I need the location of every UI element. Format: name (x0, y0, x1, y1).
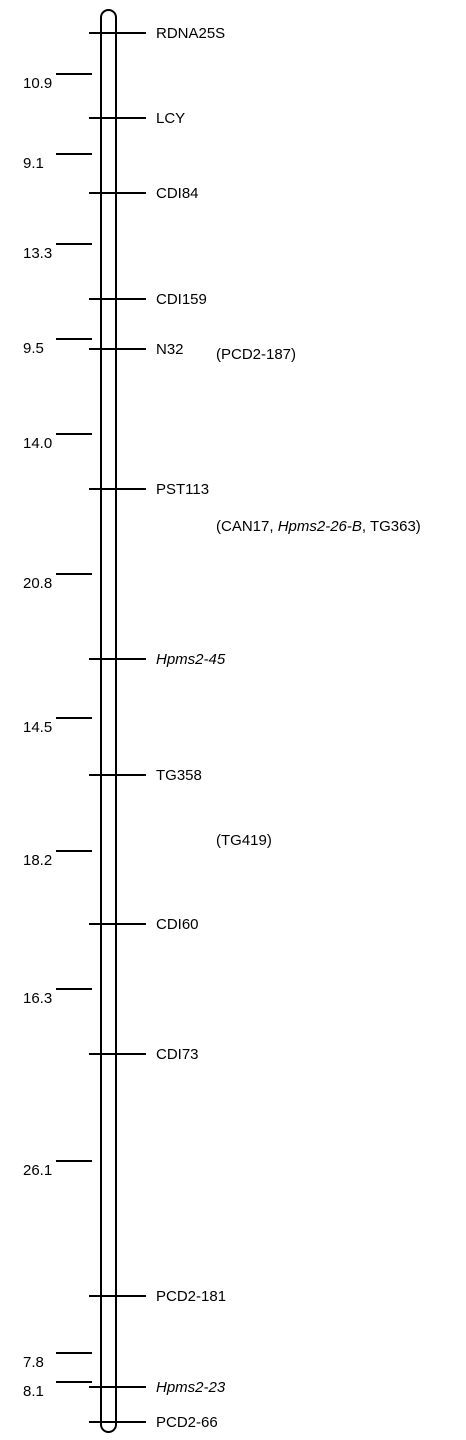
unplaced-marker-group: (PCD2-187) (216, 346, 296, 363)
interval: 9.1 (23, 153, 92, 172)
marker-label: CDI73 (156, 1046, 199, 1063)
marker: PCD2-181 (89, 1288, 226, 1305)
marker-label: CDI60 (156, 916, 199, 933)
interval: 26.1 (23, 1160, 92, 1179)
interval: 14.0 (23, 433, 92, 452)
marker-label: RDNA25S (156, 25, 225, 42)
unplaced-marker-group: (TG419) (216, 832, 272, 849)
marker: TG358 (89, 767, 202, 784)
interval: 7.8 (23, 1352, 92, 1371)
interval-distance-label: 8.1 (23, 1383, 44, 1400)
marker-label: CDI159 (156, 291, 207, 308)
marker: CDI60 (89, 916, 199, 933)
interval: 20.8 (23, 573, 92, 592)
marker-label: TG358 (156, 767, 202, 784)
marker-label: PCD2-66 (156, 1414, 218, 1431)
interval: 8.1 (23, 1381, 92, 1400)
marker: CDI84 (89, 185, 199, 202)
unplaced-marker-text: (PCD2-187) (216, 346, 296, 363)
marker-label: LCY (156, 110, 185, 127)
interval-distance-label: 9.1 (23, 155, 44, 172)
interval-distance-label: 7.8 (23, 1354, 44, 1371)
unplaced-marker-text: , TG363) (362, 518, 421, 535)
marker-label: N32 (156, 341, 184, 358)
unplaced-marker-group: (CAN17, Hpms2-26-B, TG363) (216, 518, 421, 535)
interval-distance-label: 18.2 (23, 852, 52, 869)
interval-distance-label: 20.8 (23, 575, 52, 592)
interval-distance-label: 14.0 (23, 435, 52, 452)
interval-distance-label: 9.5 (23, 340, 44, 357)
unplaced-marker-text: Hpms2-26-B (278, 518, 362, 535)
interval: 10.9 (23, 73, 92, 92)
interval: 14.5 (23, 717, 92, 736)
marker: CDI159 (89, 291, 207, 308)
interval-distance-label: 13.3 (23, 245, 52, 262)
marker-label: Hpms2-23 (156, 1379, 226, 1396)
marker-label: PCD2-181 (156, 1288, 226, 1305)
marker-label: CDI84 (156, 185, 199, 202)
marker: PCD2-66 (89, 1414, 218, 1431)
unplaced-groups-layer: (PCD2-187) (CAN17, Hpms2-26-B, TG363) (TG4… (216, 346, 421, 849)
interval: 16.3 (23, 988, 92, 1007)
marker: Hpms2-45 (89, 651, 226, 668)
marker-label: Hpms2-45 (156, 651, 226, 668)
marker: N32 (89, 341, 184, 358)
marker: CDI73 (89, 1046, 199, 1063)
marker: Hpms2-23 (89, 1379, 226, 1396)
interval-distance-label: 14.5 (23, 719, 52, 736)
interval-distance-label: 26.1 (23, 1162, 52, 1179)
markers-layer: RDNA25S LCY CDI84 CDI159 N32 PST113 Hpms2-45 TG… (89, 25, 226, 1431)
unplaced-marker-text: (TG419) (216, 832, 272, 849)
interval-distance-label: 16.3 (23, 990, 52, 1007)
unplaced-marker-text: (CAN17, (216, 518, 278, 535)
interval: 13.3 (23, 243, 92, 262)
interval-distance-label: 10.9 (23, 75, 52, 92)
interval: 9.5 (23, 338, 92, 357)
intervals-layer: 10.9 9.1 13.3 9.5 14.0 20.8 14.5 18.2 16.3 26.1 7.… (23, 73, 92, 1400)
interval: 18.2 (23, 850, 92, 869)
chromosome-bar (100, 9, 117, 1433)
marker: LCY (89, 110, 185, 127)
marker: PST113 (89, 481, 209, 498)
marker: RDNA25S (89, 25, 225, 42)
marker-label: PST113 (156, 481, 209, 498)
